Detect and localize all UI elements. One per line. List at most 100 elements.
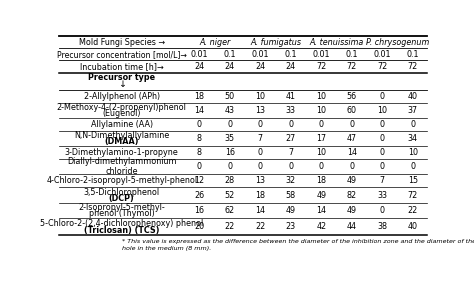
Text: 14: 14 (347, 148, 357, 157)
Text: Incubation time [h]→: Incubation time [h]→ (80, 62, 164, 71)
Text: 49: 49 (347, 206, 357, 215)
Text: 15: 15 (408, 176, 418, 185)
Text: 13: 13 (255, 106, 265, 115)
Text: 7: 7 (258, 134, 263, 143)
Text: 0: 0 (288, 162, 293, 171)
Text: 40: 40 (408, 92, 418, 101)
Text: 33: 33 (377, 190, 387, 200)
Text: 0.1: 0.1 (284, 50, 297, 59)
Text: 14: 14 (255, 206, 265, 215)
Text: 72: 72 (346, 62, 357, 71)
Text: 60: 60 (347, 106, 357, 115)
Text: (Triclosan) (TCS): (Triclosan) (TCS) (84, 226, 159, 234)
Text: A. niger: A. niger (199, 38, 230, 47)
Text: 28: 28 (225, 176, 235, 185)
Text: 42: 42 (316, 222, 327, 231)
Text: 16: 16 (194, 206, 204, 215)
Text: 32: 32 (286, 176, 296, 185)
Text: A. tenuissima: A. tenuissima (310, 38, 364, 47)
Text: 0.01: 0.01 (191, 50, 208, 59)
Text: 3-Dimethylamino-1-propyne: 3-Dimethylamino-1-propyne (65, 148, 179, 157)
Text: 0: 0 (197, 120, 202, 129)
Text: 4-Chloro-2-isopropyl-5-methyl-phenol: 4-Chloro-2-isopropyl-5-methyl-phenol (46, 176, 197, 185)
Text: 0.01: 0.01 (252, 50, 269, 59)
Text: 0: 0 (228, 162, 232, 171)
Text: 0: 0 (228, 120, 232, 129)
Text: 10: 10 (408, 148, 418, 157)
Text: 10: 10 (316, 106, 327, 115)
Text: 23: 23 (286, 222, 296, 231)
Text: 8: 8 (197, 148, 202, 157)
Text: 24: 24 (225, 62, 235, 71)
Text: 24: 24 (194, 62, 204, 71)
Text: 24: 24 (286, 62, 296, 71)
Text: 0: 0 (380, 134, 385, 143)
Text: 82: 82 (347, 190, 357, 200)
Text: (DMAA): (DMAA) (104, 137, 139, 146)
Text: 35: 35 (225, 134, 235, 143)
Text: 0: 0 (349, 162, 355, 171)
Text: 26: 26 (194, 190, 204, 200)
Text: (DCP): (DCP) (109, 194, 135, 203)
Text: Precursor type: Precursor type (88, 73, 155, 82)
Text: 10: 10 (316, 92, 327, 101)
Text: 3,5-Dichlorophenol: 3,5-Dichlorophenol (83, 188, 160, 197)
Text: 12: 12 (194, 176, 204, 185)
Text: 72: 72 (408, 190, 418, 200)
Text: 0: 0 (197, 162, 202, 171)
Text: 0: 0 (319, 162, 324, 171)
Text: 0: 0 (380, 120, 385, 129)
Text: 7: 7 (380, 176, 385, 185)
Text: 0: 0 (258, 148, 263, 157)
Text: 27: 27 (286, 134, 296, 143)
Text: 0: 0 (258, 162, 263, 171)
Text: 0: 0 (380, 92, 385, 101)
Text: 0.1: 0.1 (407, 50, 419, 59)
Text: 14: 14 (316, 206, 327, 215)
Text: Diallyl-dimethylammonium
chloride: Diallyl-dimethylammonium chloride (67, 157, 176, 176)
Text: Mold Fungi Species →: Mold Fungi Species → (79, 38, 165, 47)
Text: 41: 41 (286, 92, 296, 101)
Text: 0: 0 (380, 162, 385, 171)
Text: 7: 7 (288, 148, 293, 157)
Text: 0.1: 0.1 (346, 50, 358, 59)
Text: 8: 8 (197, 134, 202, 143)
Text: 10: 10 (316, 148, 327, 157)
Text: 33: 33 (286, 106, 296, 115)
Text: P. chrysogenum: P. chrysogenum (366, 38, 429, 47)
Text: Precursor concentration [mol/L]→: Precursor concentration [mol/L]→ (57, 50, 187, 59)
Text: * This value is expressed as the difference between the diameter of the inhibiti: * This value is expressed as the differe… (122, 239, 474, 251)
Text: 0: 0 (380, 206, 385, 215)
Text: 72: 72 (408, 62, 418, 71)
Text: 50: 50 (225, 92, 235, 101)
Text: 58: 58 (286, 190, 296, 200)
Text: N,N-Dimethylallylamine: N,N-Dimethylallylamine (74, 131, 169, 140)
Text: 49: 49 (347, 176, 357, 185)
Text: 0: 0 (349, 120, 355, 129)
Text: 18: 18 (255, 190, 265, 200)
Text: 10: 10 (255, 92, 265, 101)
Text: 13: 13 (255, 176, 265, 185)
Text: 2-Methoxy-4-(2-propenyl)phenol: 2-Methoxy-4-(2-propenyl)phenol (57, 103, 187, 112)
Text: 5-Chloro-2-(2,4-dichlorophenoxy) phenol: 5-Chloro-2-(2,4-dichlorophenoxy) phenol (40, 219, 203, 228)
Text: 44: 44 (347, 222, 357, 231)
Text: 52: 52 (225, 190, 235, 200)
Text: 0: 0 (319, 120, 324, 129)
Text: 0.01: 0.01 (313, 50, 330, 59)
Text: 0: 0 (410, 120, 415, 129)
Text: 16: 16 (225, 148, 235, 157)
Text: 0.1: 0.1 (224, 50, 236, 59)
Text: 0: 0 (258, 120, 263, 129)
Text: ↓: ↓ (118, 80, 126, 89)
Text: 0: 0 (410, 162, 415, 171)
Text: 47: 47 (347, 134, 357, 143)
Text: 14: 14 (194, 106, 204, 115)
Text: 24: 24 (255, 62, 265, 71)
Text: 0: 0 (288, 120, 293, 129)
Text: 56: 56 (347, 92, 357, 101)
Text: 18: 18 (194, 92, 204, 101)
Text: phenol (Thymol): phenol (Thymol) (89, 209, 155, 218)
Text: 17: 17 (316, 134, 327, 143)
Text: 38: 38 (377, 222, 387, 231)
Text: 2-Allylphenol (APh): 2-Allylphenol (APh) (83, 92, 160, 101)
